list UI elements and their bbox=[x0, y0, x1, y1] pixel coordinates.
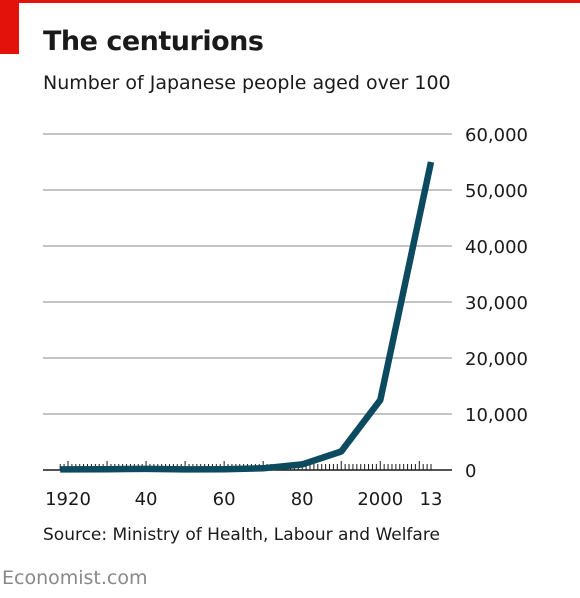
chart-subtitle: Number of Japanese people aged over 100 bbox=[43, 72, 451, 94]
y-tick-label: 20,000 bbox=[465, 349, 528, 370]
series-line bbox=[60, 161, 435, 473]
chart-title: The centurions bbox=[43, 26, 264, 57]
x-tick-label: 60 bbox=[213, 489, 236, 510]
y-tick-label: 10,000 bbox=[465, 405, 528, 426]
x-tick-label: 13 bbox=[420, 489, 443, 510]
publisher-logo-text: Economist.com bbox=[2, 567, 148, 589]
y-axis-labels: 0 10,000 20,000 30,000 40,000 50,000 60,000 bbox=[465, 125, 528, 482]
y-tick-label: 0 bbox=[465, 461, 476, 482]
x-axis-labels: 1920 40 60 80 2000 13 bbox=[45, 489, 442, 510]
gridlines bbox=[43, 133, 452, 415]
series-layer bbox=[60, 161, 435, 473]
x-tick-label: 2000 bbox=[357, 489, 403, 510]
top-accent-line bbox=[0, 0, 580, 3]
y-tick-label: 50,000 bbox=[465, 181, 528, 202]
brand-red-tag bbox=[0, 0, 19, 54]
x-tick-label: 1920 bbox=[45, 489, 91, 510]
y-tick-label: 30,000 bbox=[465, 293, 528, 314]
x-tick-label: 80 bbox=[291, 489, 314, 510]
x-tick-label: 40 bbox=[135, 489, 158, 510]
y-tick-label: 60,000 bbox=[465, 125, 528, 146]
source-note: Source: Ministry of Health, Labour and W… bbox=[43, 525, 440, 545]
y-tick-label: 40,000 bbox=[465, 237, 528, 258]
